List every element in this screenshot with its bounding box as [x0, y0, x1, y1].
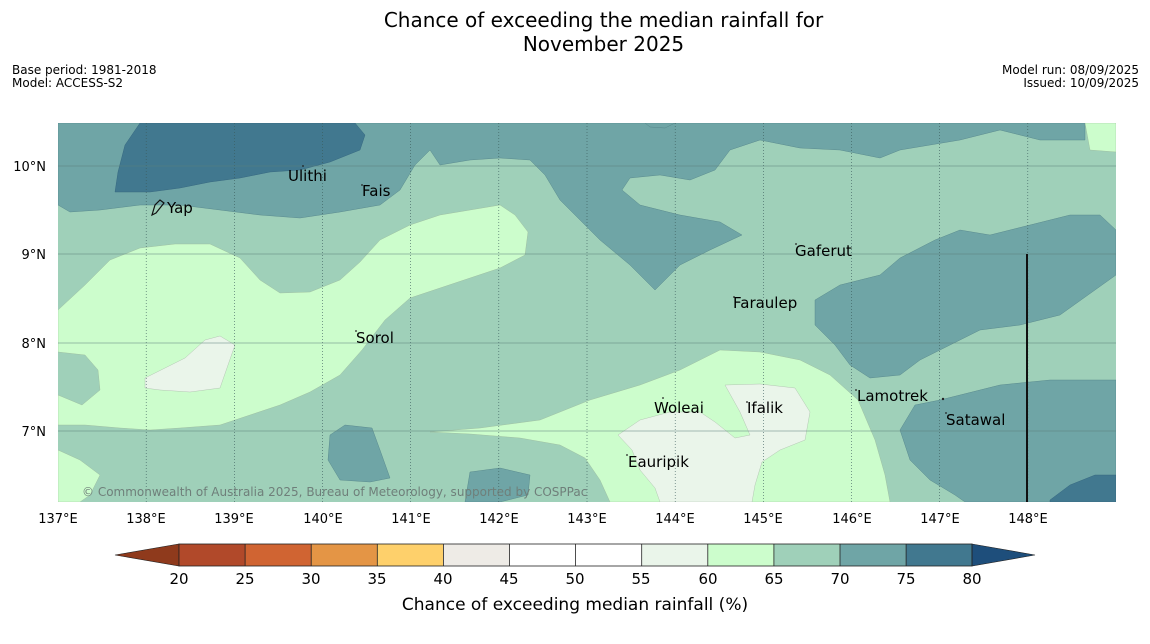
lon-label: 144°E	[655, 512, 695, 527]
colorbar-swatch	[509, 544, 576, 566]
base-period-text: Base period: 1981-2018	[12, 63, 157, 77]
colorbar-extend-low	[114, 543, 180, 567]
colorbar-tick-label: 20	[169, 570, 188, 588]
colorbar: 20 25 30 35 40 45 50 55 60 65 70 75 80 C…	[114, 543, 1036, 615]
colorbar-tick-label: 50	[565, 570, 584, 588]
zone-70-75-blob-south	[327, 424, 391, 483]
place-label-fais: Fais	[362, 182, 391, 200]
colorbar-swatch	[840, 544, 907, 566]
zone-60-65-southwest	[58, 449, 101, 502]
copyright-text: © Commonwealth of Australia 2025, Bureau…	[82, 485, 587, 499]
place-label-ulithi: Ulithi	[288, 167, 327, 185]
model-run-text: Model run: 08/09/2025	[1001, 63, 1139, 77]
zone-70-75-blob-top	[644, 123, 676, 129]
yap-island	[151, 199, 165, 217]
colorbar-tick-label: 25	[235, 570, 254, 588]
lon-label: 141°E	[391, 512, 431, 527]
colorbar-swatch	[443, 544, 510, 566]
lon-label: 146°E	[832, 512, 872, 527]
lon-label: 145°E	[743, 512, 783, 527]
lon-label: 137°E	[38, 512, 78, 527]
title-line-1: Chance of exceeding the median rainfall …	[383, 8, 824, 32]
lon-label: 143°E	[567, 512, 607, 527]
lat-label: 9°N	[22, 248, 47, 263]
latitude-labels: 10°N 9°N 8°N 7°N	[13, 160, 46, 440]
colorbar-tick-label: 55	[631, 570, 650, 588]
colorbar-swatch	[641, 544, 708, 566]
place-label-woleai: Woleai	[654, 399, 704, 417]
place-label-yap: Yap	[166, 199, 193, 217]
colorbar-tick-label: 45	[499, 570, 518, 588]
lon-label: 147°E	[920, 512, 960, 527]
colorbar-swatch	[707, 544, 774, 566]
lon-label: 142°E	[479, 512, 519, 527]
colorbar-tick-label: 60	[698, 570, 717, 588]
zone-75-80-northwest	[114, 123, 366, 193]
lon-label: 140°E	[303, 512, 343, 527]
lat-label: 10°N	[13, 160, 46, 175]
colorbar-dividers	[244, 544, 907, 566]
colorbar-tick-label: 40	[433, 570, 452, 588]
lon-label: 148°E	[1008, 512, 1048, 527]
colorbar-tick-label: 35	[367, 570, 386, 588]
colorbar-swatch	[377, 544, 444, 566]
meta-left: Base period: 1981-2018 Model: ACCESS-S2	[12, 64, 157, 90]
rainfall-map: Yap Ulithi Fais Gaferut Faraulep Sorol L…	[58, 123, 1116, 502]
colorbar-tick-label: 75	[896, 570, 915, 588]
colorbar-swatch	[179, 544, 246, 566]
place-label-ifalik: Ifalik	[747, 399, 783, 417]
lat-label: 7°N	[22, 425, 47, 440]
lon-label: 139°E	[214, 512, 254, 527]
zone-70-75-southeast	[899, 379, 1116, 502]
colorbar-tick-label: 65	[764, 570, 783, 588]
lon-label: 138°E	[126, 512, 166, 527]
zone-55-60-west	[144, 335, 236, 393]
colorbar-tick-label: 80	[962, 570, 981, 588]
zone-55-60-south	[617, 383, 811, 502]
zone-70-75-blob-bottom	[464, 467, 531, 502]
colorbar-swatch	[773, 544, 840, 566]
issued-text: Issued: 10/09/2025	[1023, 76, 1139, 90]
meta-right: Model run: 08/09/2025 Issued: 10/09/2025	[1002, 64, 1139, 90]
colorbar-label: Chance of exceeding median rainfall (%)	[402, 595, 748, 615]
colorbar-extend-high	[971, 543, 1036, 567]
colorbar-swatch	[575, 544, 642, 566]
map-title: Chance of exceeding the median rainfall …	[0, 8, 1150, 56]
place-label-faraulep: Faraulep	[733, 294, 797, 312]
place-label-gaferut: Gaferut	[795, 242, 852, 260]
latitude-lines	[58, 165, 1116, 432]
colorbar-ticks: 20 25 30 35 40 45 50 55 60 65 70 75 80	[169, 570, 981, 588]
colorbar-tick-label: 30	[301, 570, 320, 588]
colorbar-swatch	[245, 544, 312, 566]
zone-60-65-northeast	[1084, 123, 1116, 153]
place-label-eauripik: Eauripik	[628, 453, 689, 471]
place-label-sorol: Sorol	[356, 329, 394, 347]
zone-75-80-southeast	[1049, 474, 1116, 502]
place-label-lamotrek: Lamotrek	[857, 387, 928, 405]
colorbar-swatch	[906, 544, 973, 566]
lat-label: 8°N	[22, 337, 47, 352]
longitude-labels: 137°E 138°E 139°E 140°E 141°E 142°E 143°…	[38, 512, 1048, 527]
place-markers	[302, 165, 947, 456]
colorbar-swatch	[311, 544, 378, 566]
model-text: Model: ACCESS-S2	[12, 76, 124, 90]
place-label-satawal: Satawal	[946, 411, 1005, 429]
colorbar-tick-label: 70	[830, 570, 849, 588]
place-labels: Yap Ulithi Fais Gaferut Faraulep Sorol L…	[166, 167, 1005, 471]
title-line-2: November 2025	[522, 32, 685, 56]
graticule	[145, 123, 1029, 502]
